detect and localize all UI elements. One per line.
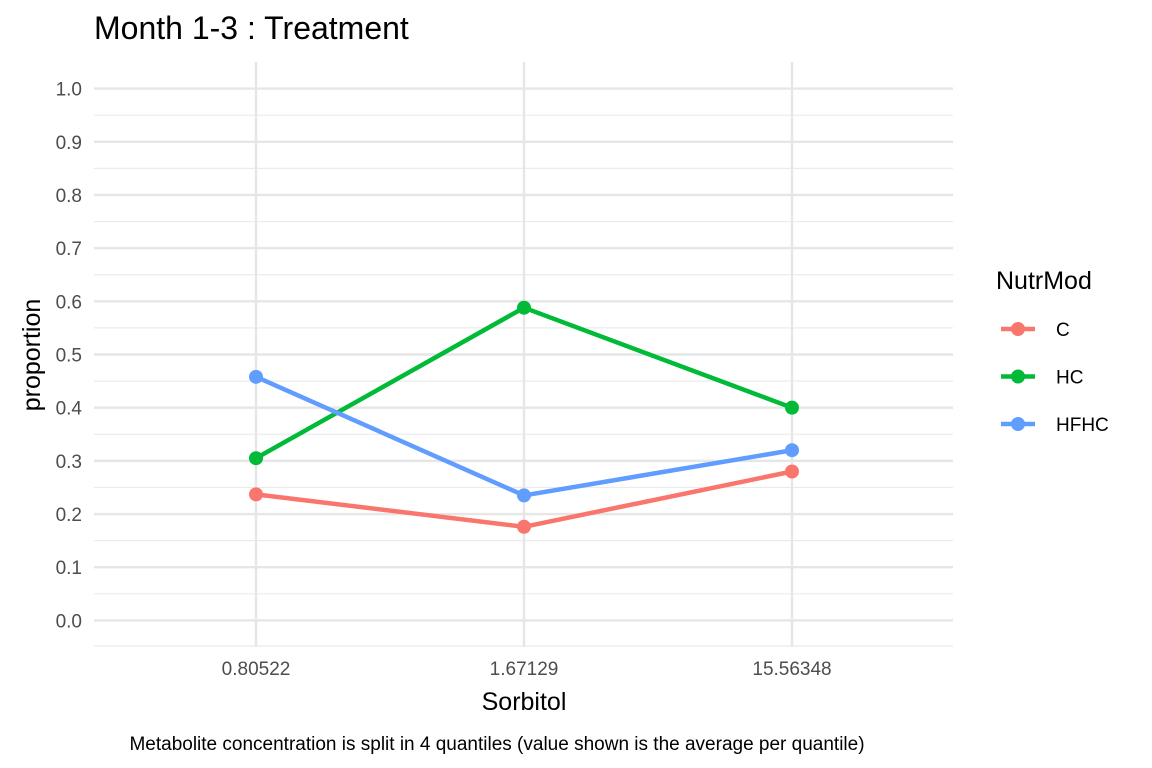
series-points	[249, 300, 799, 534]
data-point-c	[785, 464, 799, 479]
y-axis-title: proportion	[18, 299, 46, 412]
legend: NutrMod C HC HFHC	[996, 267, 1109, 436]
y-tick-label: 0.8	[56, 186, 82, 207]
legend-key-point	[1011, 417, 1025, 431]
chart-title: Month 1-3 : Treatment	[94, 10, 409, 46]
y-tick-label: 0.0	[56, 611, 82, 632]
y-tick-label: 0.9	[56, 133, 82, 154]
legend-key-point	[1011, 322, 1025, 336]
data-point-c	[249, 487, 263, 502]
data-point-hfhc	[785, 443, 799, 458]
data-point-hc	[785, 400, 799, 415]
data-point-hc	[517, 300, 531, 315]
legend-label: HC	[1056, 368, 1083, 389]
y-tick-label: 0.2	[56, 505, 82, 526]
data-point-hfhc	[517, 488, 531, 503]
data-point-hfhc	[249, 369, 263, 384]
x-axis-ticks: 0.80522 1.67129 15.56348	[222, 659, 832, 680]
x-tick-label: 1.67129	[490, 659, 559, 680]
legend-key-point	[1011, 369, 1025, 384]
y-tick-label: 0.7	[56, 239, 82, 260]
data-point-hc	[249, 451, 263, 466]
y-tick-label: 1.0	[56, 80, 82, 101]
x-tick-label: 0.80522	[222, 659, 291, 680]
x-tick-label: 15.56348	[752, 659, 831, 680]
y-axis-ticks: 0.0 0.1 0.2 0.3 0.4 0.5 0.6 0.7 0.8 0.9 1.0	[56, 80, 83, 633]
legend-label: HFHC	[1056, 415, 1109, 436]
y-tick-label: 0.4	[56, 399, 83, 420]
x-axis-title: Sorbitol	[482, 688, 567, 716]
legend-label: C	[1056, 320, 1070, 341]
data-point-c	[517, 519, 531, 534]
y-tick-label: 0.3	[56, 452, 82, 473]
y-tick-label: 0.5	[56, 346, 82, 367]
chart-caption: Metabolite concentration is split in 4 q…	[129, 734, 864, 755]
y-tick-label: 0.1	[56, 558, 82, 579]
legend-title: NutrMod	[996, 267, 1092, 295]
y-tick-label: 0.6	[56, 292, 82, 313]
major-gridlines	[94, 62, 953, 647]
